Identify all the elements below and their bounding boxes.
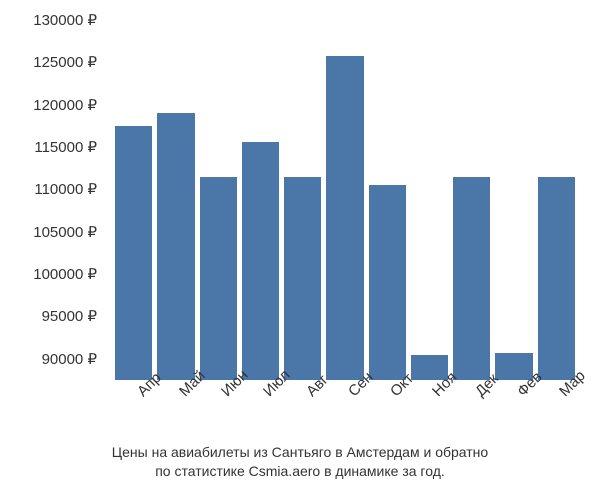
bar [369, 185, 406, 380]
caption-line-2: по статистике Csmia.aero в динамике за г… [155, 463, 445, 479]
x-tick: Авг [284, 380, 321, 440]
y-tick-label: 120000 ₽ [33, 96, 97, 114]
y-tick-label: 130000 ₽ [33, 11, 97, 29]
bar-chart: 90000 ₽ 95000 ₽ 100000 ₽ 105000 ₽ 110000 ₽ 11… [0, 0, 600, 500]
plot-area [110, 20, 580, 380]
bar [200, 177, 237, 380]
chart-caption: Цены на авиабилеты из Сантьяго в Амстерд… [0, 443, 600, 482]
bar [242, 142, 279, 380]
y-tick-label: 100000 ₽ [33, 265, 97, 283]
caption-line-1: Цены на авиабилеты из Сантьяго в Амстерд… [112, 444, 488, 460]
x-tick: Фев [495, 380, 532, 440]
bars-group [110, 20, 580, 380]
x-tick: Июн [200, 380, 237, 440]
y-tick-label: 95000 ₽ [42, 307, 97, 325]
x-tick: Дек [453, 380, 490, 440]
bar [453, 177, 490, 380]
bar [538, 177, 575, 380]
x-tick: Апр [115, 380, 152, 440]
x-tick: Ноя [411, 380, 448, 440]
x-tick: Мар [538, 380, 575, 440]
y-tick-label: 110000 ₽ [34, 180, 97, 198]
x-tick: Окт [369, 380, 406, 440]
x-tick: Сен [326, 380, 363, 440]
y-tick-label: 105000 ₽ [33, 223, 97, 241]
bar [157, 113, 194, 380]
y-tick-label: 125000 ₽ [33, 53, 97, 71]
y-tick-label: 90000 ₽ [42, 350, 97, 368]
x-tick: Май [157, 380, 194, 440]
y-tick-label: 115000 ₽ [34, 138, 97, 156]
x-tick: Июл [242, 380, 279, 440]
y-axis: 90000 ₽ 95000 ₽ 100000 ₽ 105000 ₽ 110000 ₽ 11… [0, 20, 105, 380]
bar [115, 126, 152, 380]
bar [326, 56, 363, 380]
bar [284, 177, 321, 380]
x-axis: АпрМайИюнИюлАвгСенОктНояДекФевМар [110, 380, 580, 440]
